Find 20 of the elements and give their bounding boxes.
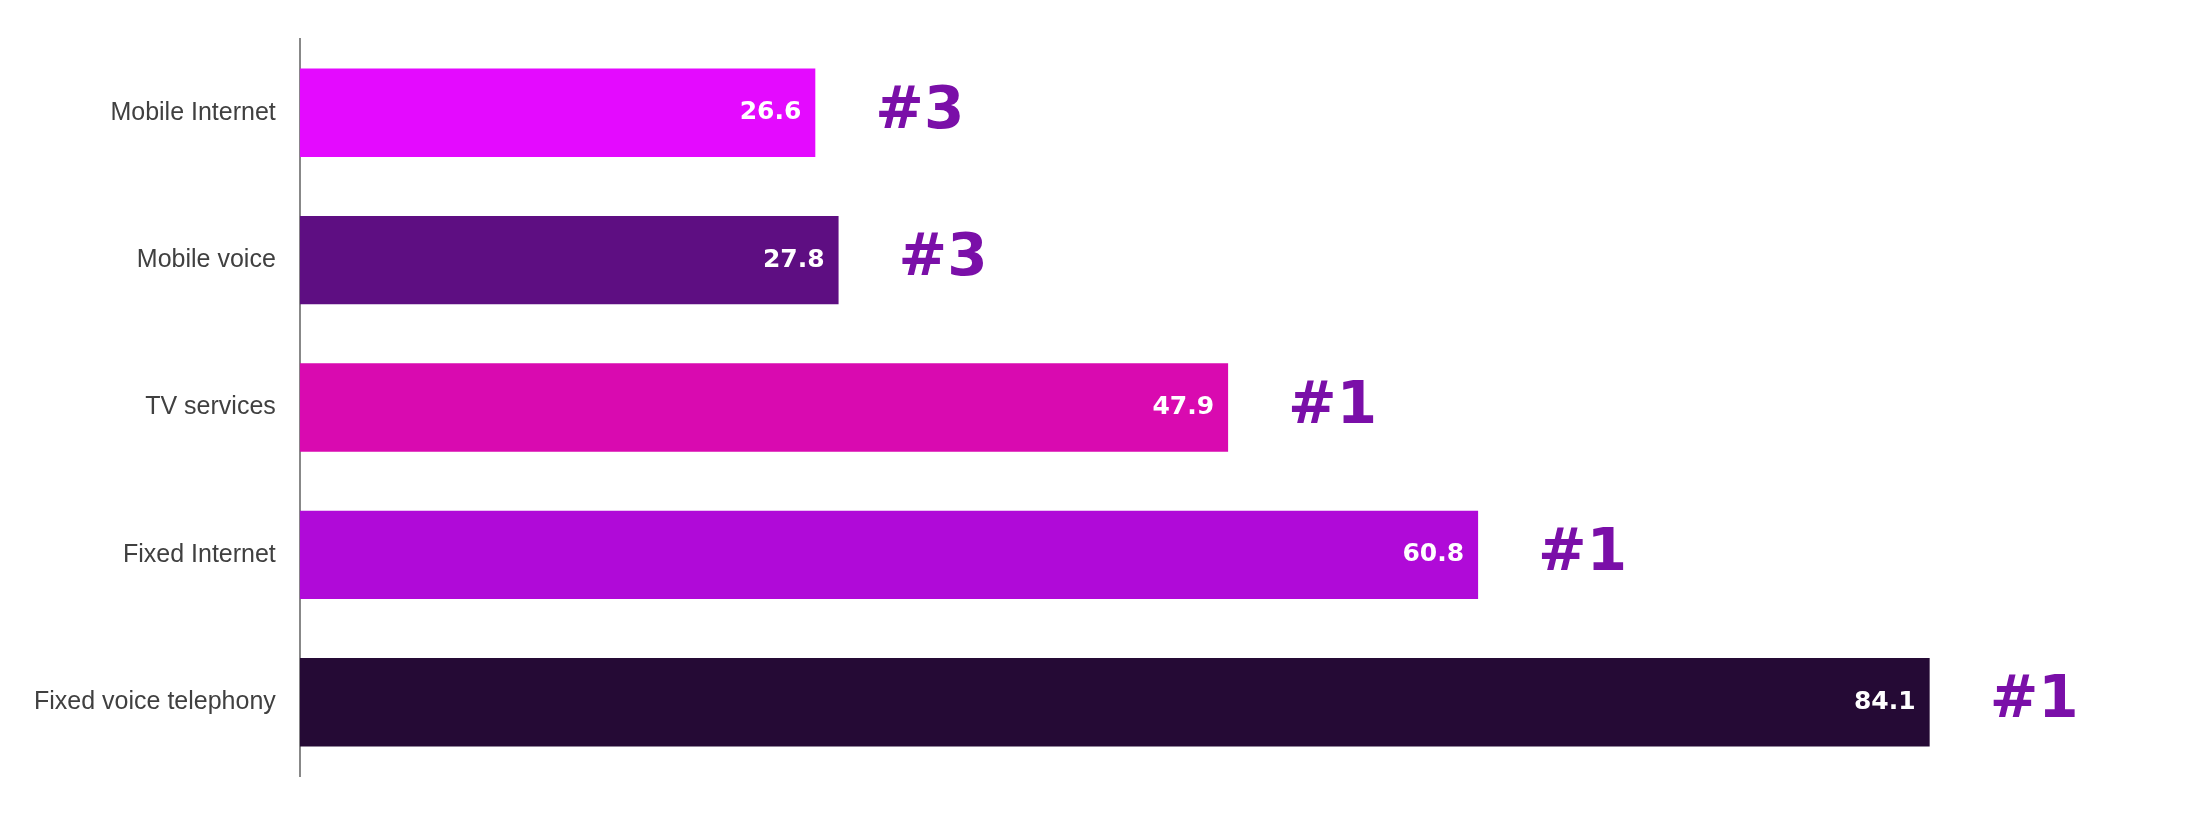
annotation: #1 — [1989, 663, 2079, 732]
y-tick-label: Fixed Internet — [122, 538, 276, 567]
data-label: 27.8 — [762, 243, 825, 273]
y-tick-label: Mobile voice — [136, 243, 276, 272]
y-tick-label: TV services — [145, 391, 276, 420]
y-tick-label: Fixed voice telephony — [34, 686, 277, 715]
annotation: #1 — [1288, 368, 1378, 437]
data-label: 60.8 — [1402, 538, 1465, 568]
bar — [299, 215, 839, 305]
bar — [299, 68, 816, 157]
annotation: #3 — [898, 221, 988, 290]
annotation: #1 — [1538, 515, 1628, 584]
annotation: #3 — [875, 73, 965, 142]
bar — [299, 658, 1930, 747]
data-label: 47.9 — [1152, 391, 1215, 420]
data-label: 84.1 — [1853, 685, 1916, 715]
bar — [299, 510, 1479, 600]
data-label: 26.6 — [739, 96, 802, 126]
y-tick-label: Mobile Internet — [110, 96, 276, 125]
bar — [299, 363, 1229, 452]
